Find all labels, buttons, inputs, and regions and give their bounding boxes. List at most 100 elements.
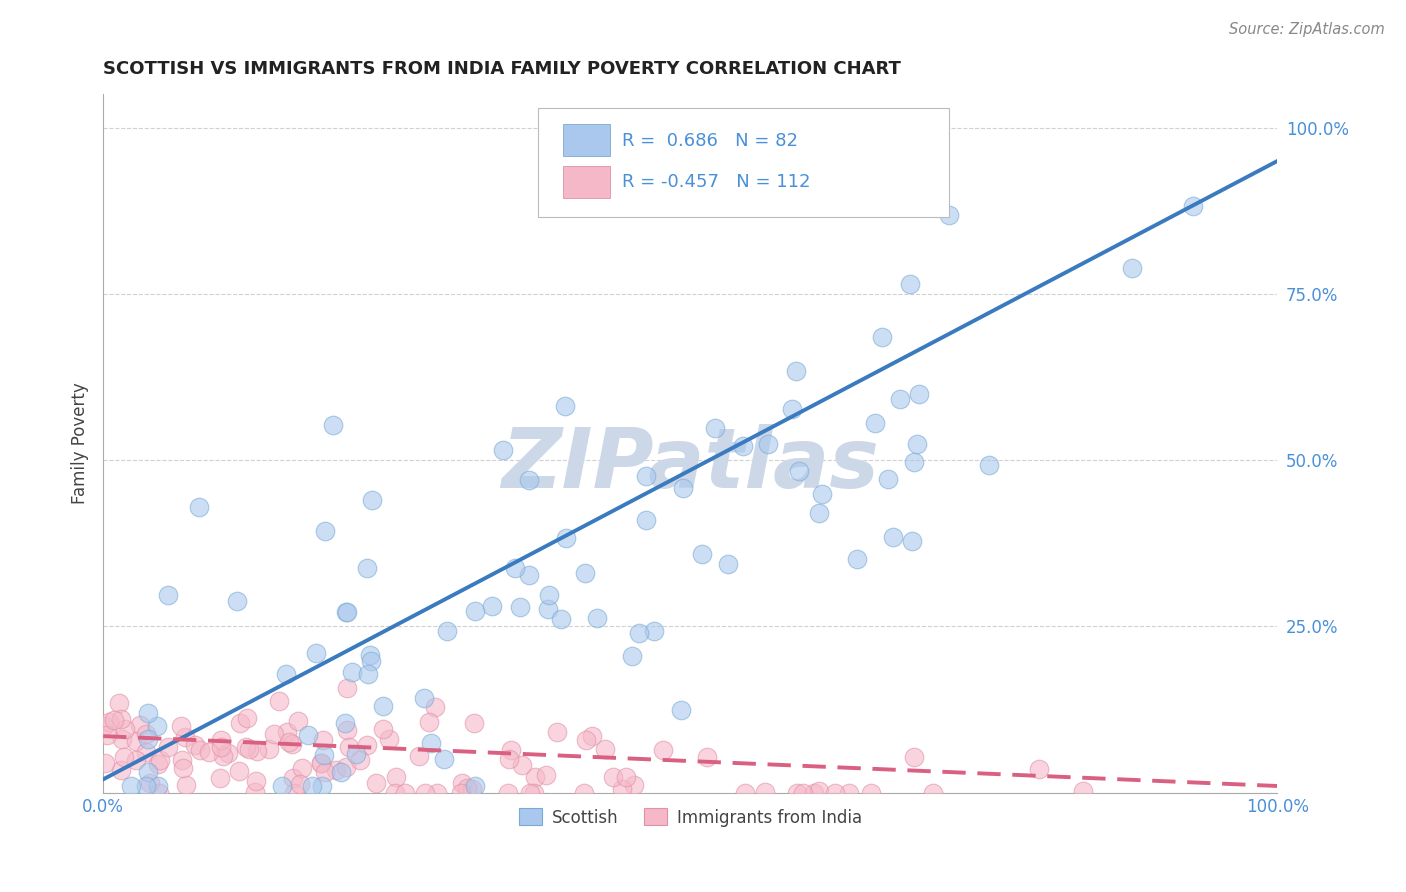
Point [97, 714, 120, 729]
Point [464, 779, 486, 793]
Point [96, 727, 118, 741]
Point [423, 700, 446, 714]
Point [209, 771, 232, 785]
Point [309, 756, 332, 770]
Point [384, 786, 406, 800]
Point [523, 770, 546, 784]
Point [463, 716, 485, 731]
FancyBboxPatch shape [537, 109, 949, 217]
Point [460, 782, 482, 797]
Point [523, 786, 546, 800]
Point [312, 733, 335, 747]
Point [575, 733, 598, 747]
Point [534, 768, 557, 782]
Point [229, 715, 252, 730]
Point [359, 648, 381, 662]
Point [243, 784, 266, 798]
Point [145, 719, 167, 733]
Point [803, 786, 825, 800]
Point [103, 713, 125, 727]
Point [217, 746, 239, 760]
Point [149, 754, 172, 768]
Point [908, 387, 931, 401]
Bar [564, 125, 610, 156]
Point [263, 727, 285, 741]
Point [336, 605, 359, 619]
Point [807, 784, 830, 798]
Point [276, 667, 298, 681]
Point [628, 626, 651, 640]
Point [519, 786, 541, 800]
Point [209, 733, 232, 747]
Point [481, 599, 503, 613]
Point [786, 786, 808, 800]
Point [450, 776, 472, 790]
Point [634, 513, 657, 527]
Y-axis label: Family Poverty: Family Poverty [72, 383, 89, 504]
Point [188, 743, 211, 757]
Point [555, 531, 578, 545]
Point [246, 744, 269, 758]
Point [364, 776, 387, 790]
Point [734, 786, 756, 800]
Point [586, 611, 609, 625]
Point [510, 758, 533, 772]
Point [696, 750, 718, 764]
Point [314, 764, 336, 779]
Point [838, 786, 860, 800]
Point [309, 756, 332, 771]
Point [436, 624, 458, 639]
Point [108, 696, 131, 710]
Point [690, 547, 713, 561]
Point [135, 726, 157, 740]
Point [136, 732, 159, 747]
Point [174, 778, 197, 792]
Point [136, 764, 159, 779]
Point [780, 402, 803, 417]
Point [517, 473, 540, 487]
Point [356, 739, 378, 753]
Point [311, 779, 333, 793]
Point [148, 779, 170, 793]
Point [593, 741, 616, 756]
Point [903, 750, 925, 764]
Point [408, 748, 430, 763]
Point [139, 776, 162, 790]
Point [267, 694, 290, 708]
Point [420, 736, 443, 750]
Point [610, 782, 633, 797]
Point [335, 760, 357, 774]
Point [1121, 260, 1143, 275]
Point [314, 524, 336, 539]
Point [863, 416, 886, 430]
Point [297, 728, 319, 742]
Point [301, 779, 323, 793]
Point [124, 734, 146, 748]
Text: ZIPatlas: ZIPatlas [502, 424, 879, 505]
Point [120, 779, 142, 793]
Point [148, 786, 170, 800]
Point [329, 765, 352, 780]
Point [905, 436, 928, 450]
Point [977, 458, 1000, 473]
Point [672, 481, 695, 495]
Point [824, 786, 846, 800]
Point [148, 757, 170, 772]
Text: Source: ZipAtlas.com: Source: ZipAtlas.com [1229, 22, 1385, 37]
Point [125, 753, 148, 767]
Point [717, 557, 740, 571]
Point [114, 722, 136, 736]
Point [336, 723, 359, 737]
Point [238, 742, 260, 756]
Point [291, 761, 314, 775]
Point [228, 764, 250, 779]
Text: SCOTTISH VS IMMIGRANTS FROM INDIA FAMILY POVERTY CORRELATION CHART: SCOTTISH VS IMMIGRANTS FROM INDIA FAMILY… [103, 60, 901, 78]
Point [503, 561, 526, 575]
Point [498, 752, 520, 766]
Point [1182, 199, 1205, 213]
Point [335, 605, 357, 619]
Point [135, 779, 157, 793]
Point [333, 715, 356, 730]
Point [336, 681, 359, 695]
Point [785, 364, 807, 378]
